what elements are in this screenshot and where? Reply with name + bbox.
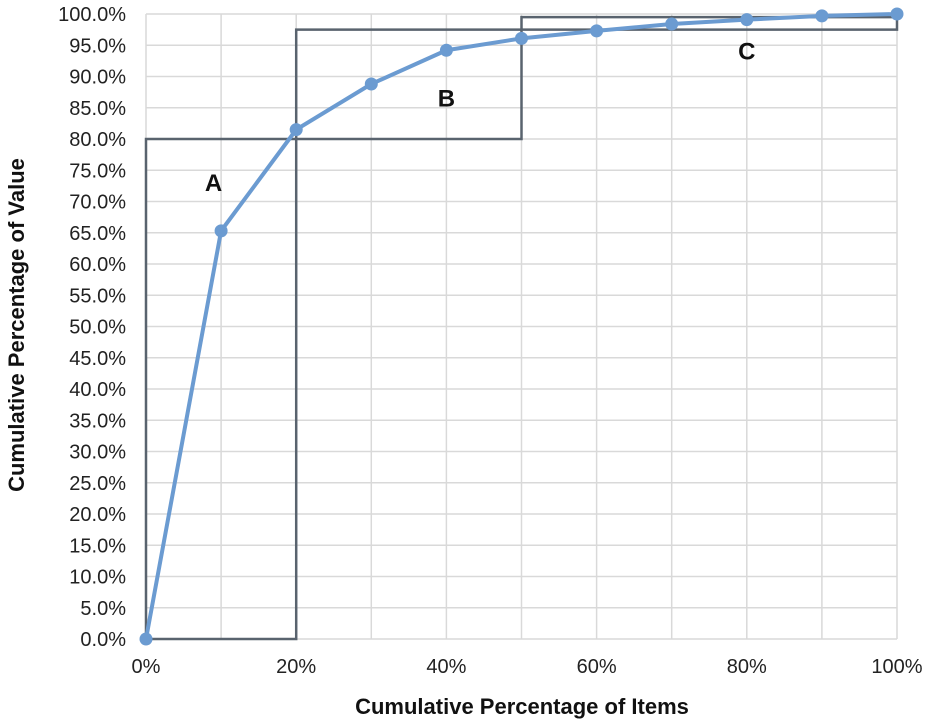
data-series bbox=[139, 7, 904, 646]
y-tick-label: 75.0% bbox=[69, 160, 126, 182]
y-tick-label: 100.0% bbox=[58, 4, 126, 26]
region-box-b bbox=[294, 28, 523, 141]
y-tick-label: 40.0% bbox=[69, 379, 126, 401]
y-tick-label: 50.0% bbox=[69, 317, 126, 339]
x-tick-label: 60% bbox=[577, 656, 617, 678]
data-point bbox=[740, 13, 754, 27]
data-point bbox=[590, 24, 604, 38]
data-point bbox=[214, 224, 228, 238]
data-point bbox=[289, 123, 303, 137]
y-tick-label: 60.0% bbox=[69, 254, 126, 276]
y-tick-label: 85.0% bbox=[69, 98, 126, 120]
y-tick-label: 0.0% bbox=[80, 629, 126, 651]
y-tick-label: 55.0% bbox=[69, 285, 126, 307]
data-point bbox=[815, 9, 829, 23]
y-tick-label: 90.0% bbox=[69, 67, 126, 89]
x-tick-label: 0% bbox=[132, 656, 161, 678]
data-point bbox=[439, 43, 453, 57]
x-tick-label: 100% bbox=[871, 656, 922, 678]
region-label-a: A bbox=[205, 170, 222, 197]
region-label-c: C bbox=[738, 39, 755, 66]
region-box-a bbox=[144, 137, 298, 641]
data-point bbox=[364, 77, 378, 91]
region-box-c bbox=[520, 15, 899, 31]
x-axis-tick-labels: 0% 20% 40% 60% 80% 100% bbox=[132, 656, 923, 678]
y-tick-label: 95.0% bbox=[69, 35, 126, 57]
y-tick-label: 35.0% bbox=[69, 410, 126, 432]
data-point bbox=[890, 7, 904, 21]
data-point bbox=[665, 17, 679, 31]
x-axis-title: Cumulative Percentage of Items bbox=[355, 694, 689, 719]
y-tick-label: 70.0% bbox=[69, 192, 126, 214]
data-point bbox=[515, 31, 528, 45]
y-tick-label: 10.0% bbox=[69, 567, 126, 589]
y-tick-label: 15.0% bbox=[69, 535, 126, 557]
y-tick-label: 5.0% bbox=[80, 598, 126, 620]
y-tick-label: 65.0% bbox=[69, 223, 126, 245]
y-tick-label: 30.0% bbox=[69, 442, 126, 464]
region-label-b: B bbox=[438, 85, 455, 112]
data-point bbox=[139, 632, 153, 646]
y-tick-label: 20.0% bbox=[69, 504, 126, 526]
y-axis-tick-labels: 0.0% 5.0% 10.0% 15.0% 20.0% 25.0% 30.0% 35.0% 40… bbox=[58, 4, 126, 651]
y-axis-title: Cumulative Percentage of Value bbox=[4, 158, 29, 492]
x-tick-label: 80% bbox=[727, 656, 767, 678]
abc-region-boxes bbox=[144, 15, 899, 641]
y-tick-label: 45.0% bbox=[69, 348, 126, 370]
y-tick-label: 80.0% bbox=[69, 129, 126, 151]
region-labels: A B C bbox=[205, 39, 756, 197]
x-tick-label: 20% bbox=[276, 656, 316, 678]
x-tick-label: 40% bbox=[426, 656, 466, 678]
y-tick-label: 25.0% bbox=[69, 473, 126, 495]
